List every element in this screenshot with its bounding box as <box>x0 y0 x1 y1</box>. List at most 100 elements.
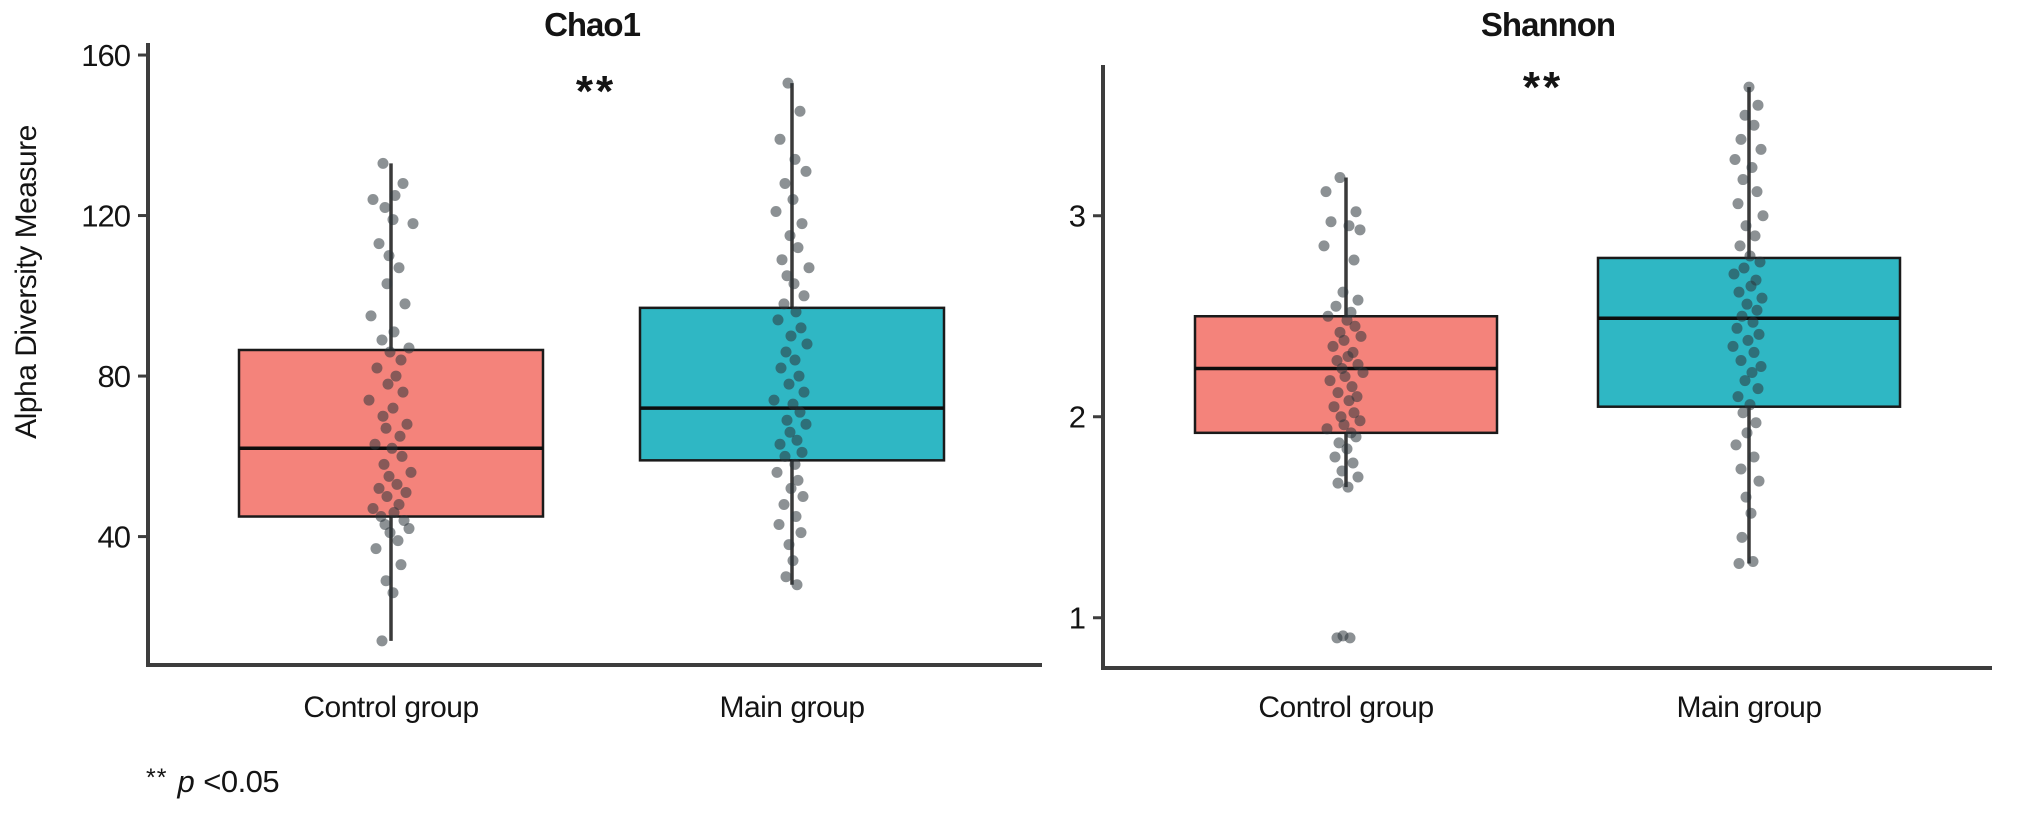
jitter-point <box>1732 198 1744 210</box>
jitter-point <box>800 165 812 177</box>
jitter-point <box>403 523 415 535</box>
y-tick-label: 80 <box>98 359 131 394</box>
footnote-p-symbol: p <box>177 764 195 799</box>
jitter-point <box>396 450 408 462</box>
jitter-point <box>797 490 809 502</box>
jitter-point <box>787 193 799 205</box>
jitter-point <box>780 346 792 358</box>
jitter-point <box>1337 286 1349 298</box>
jitter-point <box>370 543 382 555</box>
jitter-point <box>796 218 808 230</box>
jitter-point <box>1733 557 1745 569</box>
jitter-point <box>1746 367 1758 379</box>
jitter-point <box>772 314 784 326</box>
jitter-point <box>387 214 399 226</box>
jitter-point <box>794 105 806 117</box>
jitter-point <box>1327 340 1339 352</box>
jitter-point <box>386 442 398 454</box>
jitter-point <box>397 386 409 398</box>
jitter-point <box>1348 407 1360 419</box>
panel-title-shannon: Shannon <box>1480 6 1616 43</box>
jitter-point <box>785 482 797 494</box>
jitter-point <box>384 346 396 358</box>
jitter-point <box>1747 555 1759 567</box>
jitter-point <box>1352 471 1364 483</box>
jitter-point <box>793 370 805 382</box>
jitter-point <box>1341 443 1353 455</box>
jitter-point <box>395 354 407 366</box>
jitter-point <box>801 338 813 350</box>
jitter-point <box>1330 300 1342 312</box>
jitter-point <box>1748 119 1760 131</box>
jitter-point <box>377 410 389 422</box>
jitter-point <box>395 559 407 571</box>
jitter-point <box>1343 220 1355 232</box>
jitter-point <box>1348 254 1360 266</box>
jitter-point <box>371 362 383 374</box>
jitter-point <box>1745 507 1757 519</box>
jitter-point <box>1331 354 1343 366</box>
jitter-point <box>1743 81 1755 93</box>
significance-marker-shannon: ** <box>1522 63 1564 112</box>
jitter-point <box>798 290 810 302</box>
jitter-point <box>771 466 783 478</box>
significance-marker-chao1: ** <box>575 67 617 116</box>
y-tick-label: 1 <box>1069 601 1085 636</box>
jitter-point <box>1753 328 1765 340</box>
panel-title-chao1: Chao1 <box>544 6 641 43</box>
x-category-label: Control group <box>303 691 478 724</box>
jitter-point <box>391 478 403 490</box>
jitter-point <box>367 193 379 205</box>
jitter-point <box>1738 262 1750 274</box>
box-main-group <box>1596 256 1902 408</box>
jitter-point <box>1336 465 1348 477</box>
jitter-point <box>399 298 411 310</box>
y-tick-label: 40 <box>98 520 131 555</box>
jitter-point <box>1342 481 1354 493</box>
jitter-point <box>388 326 400 338</box>
jitter-point <box>379 519 391 531</box>
jitter-point <box>1347 457 1359 469</box>
significance-footnote: ** p <0.05 <box>146 764 280 800</box>
jitter-point <box>778 298 790 310</box>
jitter-point <box>1750 417 1762 429</box>
footnote-threshold: <0.05 <box>203 764 280 799</box>
jitter-point <box>1325 216 1337 228</box>
jitter-point <box>768 394 780 406</box>
jitter-point <box>403 342 415 354</box>
jitter-point <box>1732 391 1744 403</box>
jitter-point <box>1735 133 1747 145</box>
x-category-label: Main group <box>1676 691 1821 724</box>
jitter-point <box>1745 280 1757 292</box>
jitter-point <box>376 635 388 647</box>
jitter-point <box>381 278 393 290</box>
jitter-point <box>770 206 782 218</box>
jitter-point <box>1748 451 1760 463</box>
jitter-point <box>1320 186 1332 198</box>
jitter-point <box>379 202 391 214</box>
jitter-point <box>795 322 807 334</box>
jitter-point <box>791 434 803 446</box>
jitter-point <box>1342 350 1354 362</box>
jitter-point <box>1735 463 1747 475</box>
jitter-point <box>387 587 399 599</box>
jitter-point <box>1744 250 1756 262</box>
jitter-point <box>1344 632 1356 644</box>
jitter-point <box>383 250 395 262</box>
jitter-point <box>784 426 796 438</box>
jitter-point <box>1338 419 1350 431</box>
y-tick-label: 2 <box>1069 400 1085 435</box>
jitter-point <box>1727 340 1739 352</box>
jitter-point <box>784 230 796 242</box>
jitter-point <box>790 511 802 523</box>
jitter-point <box>1735 354 1747 366</box>
jitter-point <box>397 177 409 189</box>
jitter-point <box>1739 375 1751 387</box>
jitter-point <box>790 306 802 318</box>
jitter-point <box>1357 367 1369 379</box>
jitter-point <box>1350 431 1362 443</box>
jitter-point <box>1751 186 1763 198</box>
jitter-point <box>789 354 801 366</box>
jitter-point <box>384 527 396 539</box>
jitter-point <box>775 362 787 374</box>
